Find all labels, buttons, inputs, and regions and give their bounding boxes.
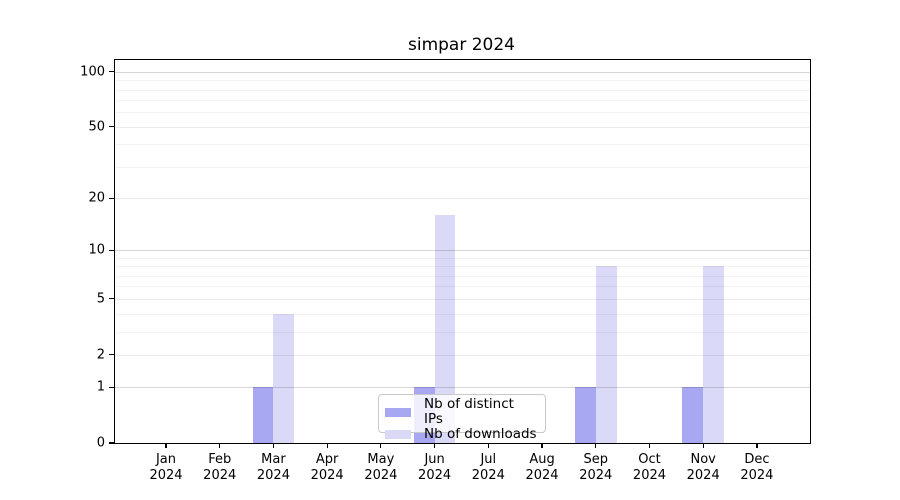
gridline-minor bbox=[115, 112, 810, 114]
y-axis-tick bbox=[108, 126, 114, 128]
x-axis-tick bbox=[380, 443, 382, 448]
x-axis-tick bbox=[595, 443, 597, 448]
gridline-minor bbox=[115, 257, 810, 259]
y-tick-label: 20 bbox=[88, 190, 105, 206]
y-tick-label: 10 bbox=[88, 242, 105, 258]
bar-downloads bbox=[434, 215, 456, 443]
x-axis-tick bbox=[756, 443, 758, 448]
x-tick-label: Jan 2024 bbox=[149, 452, 183, 483]
x-axis-tick bbox=[434, 443, 436, 448]
x-tick-label: May 2024 bbox=[364, 452, 398, 483]
bar-distinct-ips bbox=[252, 387, 274, 443]
y-axis-tick bbox=[108, 249, 114, 251]
bar-downloads bbox=[273, 313, 295, 443]
x-tick-label: Dec 2024 bbox=[740, 452, 774, 483]
legend-label-downloads: Nb of downloads bbox=[424, 426, 537, 442]
bar-downloads bbox=[703, 266, 724, 443]
gridline-minor bbox=[115, 80, 810, 82]
gridline-major bbox=[115, 250, 810, 252]
x-tick-label: Apr 2024 bbox=[310, 452, 344, 483]
x-tick-label: Aug 2024 bbox=[525, 452, 559, 483]
legend-swatch-distinct-ips bbox=[385, 407, 411, 417]
x-tick-label: Oct 2024 bbox=[632, 452, 667, 483]
gridline-minor bbox=[115, 100, 810, 102]
y-tick-label: 0 bbox=[96, 435, 105, 451]
bar-distinct-ips bbox=[574, 387, 596, 443]
y-tick-label: 5 bbox=[96, 291, 105, 307]
x-axis-tick bbox=[541, 443, 543, 448]
gridline-minor bbox=[115, 144, 810, 146]
x-axis-tick bbox=[272, 443, 275, 448]
bar-downloads bbox=[595, 266, 617, 443]
y-axis-tick bbox=[108, 298, 114, 300]
y-tick-label: 50 bbox=[88, 119, 105, 135]
y-tick-label: 100 bbox=[80, 64, 105, 80]
x-axis-tick bbox=[648, 443, 651, 448]
y-axis-tick bbox=[108, 71, 114, 73]
legend-entry-downloads: Nb of downloads bbox=[385, 427, 537, 442]
bar-distinct-ips bbox=[682, 387, 704, 443]
plot-area: Nb of distinct IPs Nb of downloads 0 1 2 5 1… bbox=[80, 59, 811, 483]
x-axis-tick bbox=[165, 443, 167, 448]
y-tick-label: 1 bbox=[96, 379, 105, 395]
legend-label-distinct-ips: Nb of distinct IPs bbox=[424, 396, 514, 427]
x-tick-label: Mar 2024 bbox=[256, 452, 290, 483]
gridline bbox=[115, 126, 810, 128]
y-axis-tick bbox=[108, 386, 114, 388]
x-tick-label: Jun 2024 bbox=[418, 452, 452, 483]
x-axis-tick bbox=[487, 443, 489, 448]
gridline bbox=[115, 198, 810, 200]
x-tick-label: Sep 2024 bbox=[579, 452, 613, 483]
y-axis-tick bbox=[108, 442, 114, 444]
x-tick-label: Jul 2024 bbox=[471, 452, 505, 483]
gridline-major bbox=[115, 71, 810, 73]
x-axis-tick bbox=[702, 443, 704, 448]
x-tick-label: Nov 2024 bbox=[686, 452, 720, 483]
chart-title: simpar 2024 bbox=[407, 35, 515, 55]
y-tick-label: 2 bbox=[96, 347, 105, 363]
legend-swatch-downloads bbox=[385, 430, 411, 439]
x-tick-label: Feb 2024 bbox=[203, 452, 237, 483]
x-axis-tick bbox=[326, 443, 328, 448]
gridline-minor bbox=[115, 166, 810, 168]
x-axis-tick bbox=[219, 443, 221, 448]
legend-entry-distinct-ips: Nb of distinct IPs bbox=[385, 397, 537, 427]
y-axis-tick bbox=[108, 354, 114, 356]
legend: Nb of distinct IPs Nb of downloads bbox=[378, 394, 546, 442]
gridline-minor bbox=[115, 89, 810, 91]
y-axis-tick bbox=[108, 197, 114, 199]
